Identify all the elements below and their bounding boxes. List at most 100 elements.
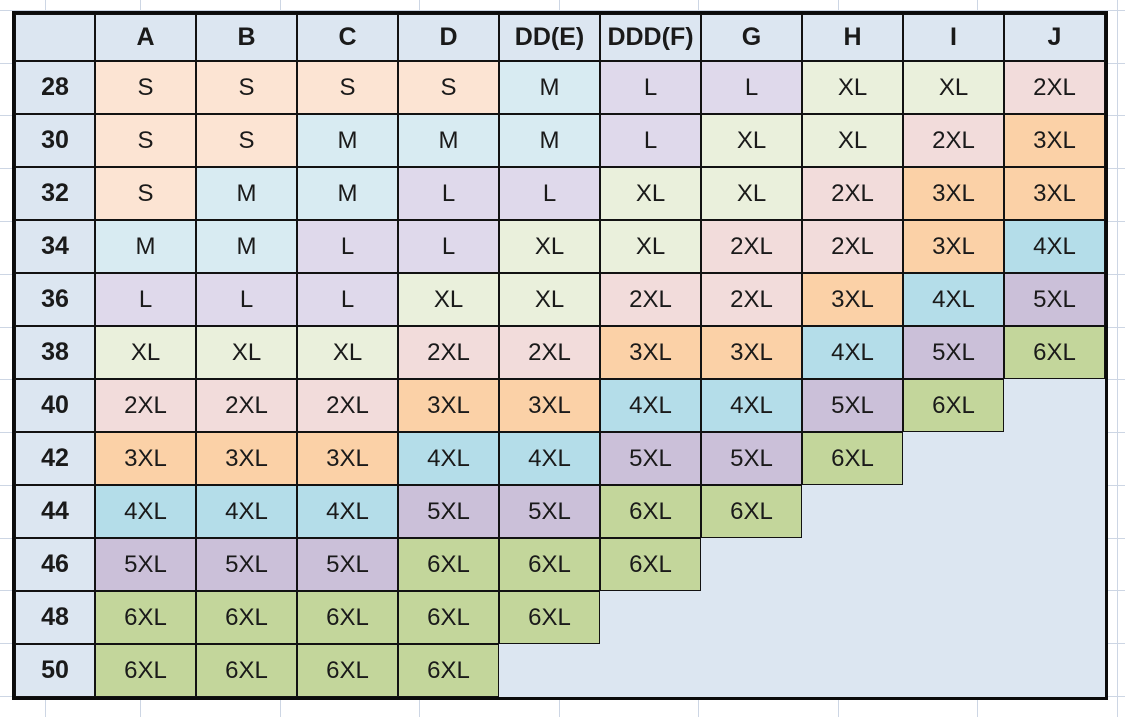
row-header-36[interactable]: 36	[15, 273, 95, 326]
size-cell-44-G[interactable]: 6XL	[701, 485, 802, 538]
size-cell-30-H[interactable]: XL	[802, 114, 903, 167]
size-cell-40-D[interactable]: 3XL	[398, 379, 499, 432]
empty-cell-42-I[interactable]	[903, 432, 1004, 485]
size-cell-28-A[interactable]: S	[95, 61, 196, 114]
size-cell-38-A[interactable]: XL	[95, 326, 196, 379]
empty-cell-48-J[interactable]	[1004, 591, 1105, 644]
size-cell-30-I[interactable]: 2XL	[903, 114, 1004, 167]
size-cell-36-A[interactable]: L	[95, 273, 196, 326]
column-header-DDD(F)[interactable]: DDD(F)	[600, 14, 701, 61]
size-cell-30-D[interactable]: M	[398, 114, 499, 167]
empty-cell-46-J[interactable]	[1004, 538, 1105, 591]
size-cell-34-DD(E)[interactable]: XL	[499, 220, 600, 273]
empty-cell-40-J[interactable]	[1004, 379, 1105, 432]
size-cell-38-C[interactable]: XL	[297, 326, 398, 379]
empty-cell-50-I[interactable]	[903, 644, 1004, 697]
size-cell-30-DDD(F)[interactable]: L	[600, 114, 701, 167]
size-cell-38-J[interactable]: 6XL	[1004, 326, 1105, 379]
size-cell-32-I[interactable]: 3XL	[903, 167, 1004, 220]
size-cell-48-C[interactable]: 6XL	[297, 591, 398, 644]
size-cell-50-C[interactable]: 6XL	[297, 644, 398, 697]
size-cell-30-J[interactable]: 3XL	[1004, 114, 1105, 167]
size-cell-50-D[interactable]: 6XL	[398, 644, 499, 697]
size-cell-38-B[interactable]: XL	[196, 326, 297, 379]
column-header-I[interactable]: I	[903, 14, 1004, 61]
size-cell-32-DDD(F)[interactable]: XL	[600, 167, 701, 220]
empty-cell-44-J[interactable]	[1004, 485, 1105, 538]
size-cell-34-J[interactable]: 4XL	[1004, 220, 1105, 273]
size-cell-36-DDD(F)[interactable]: 2XL	[600, 273, 701, 326]
size-cell-44-DDD(F)[interactable]: 6XL	[600, 485, 701, 538]
size-cell-36-J[interactable]: 5XL	[1004, 273, 1105, 326]
empty-cell-50-J[interactable]	[1004, 644, 1105, 697]
size-cell-30-C[interactable]: M	[297, 114, 398, 167]
size-cell-42-C[interactable]: 3XL	[297, 432, 398, 485]
size-cell-28-G[interactable]: L	[701, 61, 802, 114]
row-header-42[interactable]: 42	[15, 432, 95, 485]
size-cell-40-H[interactable]: 5XL	[802, 379, 903, 432]
size-cell-38-DDD(F)[interactable]: 3XL	[600, 326, 701, 379]
size-cell-34-B[interactable]: M	[196, 220, 297, 273]
size-cell-34-DDD(F)[interactable]: XL	[600, 220, 701, 273]
size-cell-40-G[interactable]: 4XL	[701, 379, 802, 432]
size-cell-32-B[interactable]: M	[196, 167, 297, 220]
size-cell-40-DDD(F)[interactable]: 4XL	[600, 379, 701, 432]
row-header-44[interactable]: 44	[15, 485, 95, 538]
size-cell-44-D[interactable]: 5XL	[398, 485, 499, 538]
size-cell-46-D[interactable]: 6XL	[398, 538, 499, 591]
size-cell-42-DD(E)[interactable]: 4XL	[499, 432, 600, 485]
size-cell-40-C[interactable]: 2XL	[297, 379, 398, 432]
size-cell-42-G[interactable]: 5XL	[701, 432, 802, 485]
size-cell-34-G[interactable]: 2XL	[701, 220, 802, 273]
empty-cell-44-H[interactable]	[802, 485, 903, 538]
size-cell-44-DD(E)[interactable]: 5XL	[499, 485, 600, 538]
size-cell-32-A[interactable]: S	[95, 167, 196, 220]
row-header-32[interactable]: 32	[15, 167, 95, 220]
row-header-28[interactable]: 28	[15, 61, 95, 114]
size-cell-36-I[interactable]: 4XL	[903, 273, 1004, 326]
size-cell-28-D[interactable]: S	[398, 61, 499, 114]
size-cell-32-DD(E)[interactable]: L	[499, 167, 600, 220]
empty-cell-42-J[interactable]	[1004, 432, 1105, 485]
size-cell-46-A[interactable]: 5XL	[95, 538, 196, 591]
column-header-DD(E)[interactable]: DD(E)	[499, 14, 600, 61]
size-cell-34-D[interactable]: L	[398, 220, 499, 273]
size-cell-28-I[interactable]: XL	[903, 61, 1004, 114]
size-cell-40-DD(E)[interactable]: 3XL	[499, 379, 600, 432]
empty-cell-50-DDD(F)[interactable]	[600, 644, 701, 697]
size-cell-44-C[interactable]: 4XL	[297, 485, 398, 538]
corner-cell[interactable]	[15, 14, 95, 61]
size-cell-44-B[interactable]: 4XL	[196, 485, 297, 538]
size-cell-28-C[interactable]: S	[297, 61, 398, 114]
size-cell-34-I[interactable]: 3XL	[903, 220, 1004, 273]
size-cell-28-DD(E)[interactable]: M	[499, 61, 600, 114]
size-cell-38-D[interactable]: 2XL	[398, 326, 499, 379]
size-cell-34-H[interactable]: 2XL	[802, 220, 903, 273]
size-cell-36-H[interactable]: 3XL	[802, 273, 903, 326]
size-cell-50-A[interactable]: 6XL	[95, 644, 196, 697]
size-cell-36-D[interactable]: XL	[398, 273, 499, 326]
size-cell-32-H[interactable]: 2XL	[802, 167, 903, 220]
empty-cell-46-I[interactable]	[903, 538, 1004, 591]
size-cell-32-J[interactable]: 3XL	[1004, 167, 1105, 220]
size-cell-38-I[interactable]: 5XL	[903, 326, 1004, 379]
column-header-G[interactable]: G	[701, 14, 802, 61]
empty-cell-48-G[interactable]	[701, 591, 802, 644]
row-header-46[interactable]: 46	[15, 538, 95, 591]
row-header-50[interactable]: 50	[15, 644, 95, 697]
size-cell-34-C[interactable]: L	[297, 220, 398, 273]
size-cell-44-A[interactable]: 4XL	[95, 485, 196, 538]
size-cell-28-J[interactable]: 2XL	[1004, 61, 1105, 114]
size-cell-40-A[interactable]: 2XL	[95, 379, 196, 432]
empty-cell-50-DD(E)[interactable]	[499, 644, 600, 697]
size-cell-36-C[interactable]: L	[297, 273, 398, 326]
column-header-H[interactable]: H	[802, 14, 903, 61]
size-cell-32-G[interactable]: XL	[701, 167, 802, 220]
empty-cell-48-I[interactable]	[903, 591, 1004, 644]
size-cell-38-H[interactable]: 4XL	[802, 326, 903, 379]
empty-cell-50-G[interactable]	[701, 644, 802, 697]
column-header-D[interactable]: D	[398, 14, 499, 61]
size-cell-38-G[interactable]: 3XL	[701, 326, 802, 379]
size-cell-36-G[interactable]: 2XL	[701, 273, 802, 326]
size-cell-42-D[interactable]: 4XL	[398, 432, 499, 485]
